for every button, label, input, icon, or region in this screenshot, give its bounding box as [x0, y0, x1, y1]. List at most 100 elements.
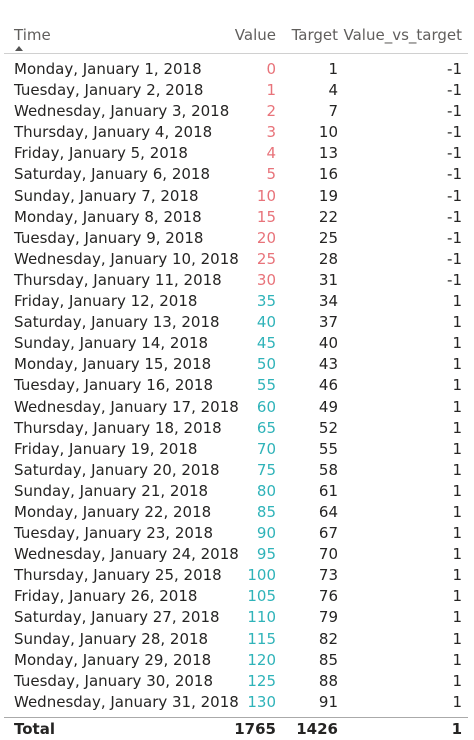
table-row: Friday, January 12, 2018 35 34 1 [4, 291, 468, 312]
column-header-value-vs-target[interactable]: Value_vs_target [343, 26, 463, 44]
cell-value: 120 [247, 650, 276, 669]
table-row: Thursday, January 25, 2018 100 73 1 [4, 565, 468, 586]
table-row: Sunday, January 7, 2018 10 19 -1 [4, 186, 468, 207]
cell-value: 40 [256, 313, 276, 332]
table-row: Tuesday, January 2, 2018 1 4 -1 [4, 80, 468, 101]
cell-target: 25 [318, 228, 338, 247]
cell-value-vs-target: -1 [447, 102, 462, 121]
cell-value-vs-target: -1 [447, 81, 462, 100]
cell-time: Sunday, January 21, 2018 [14, 481, 209, 500]
column-header-time[interactable]: Time [14, 26, 51, 44]
cell-value: 80 [256, 481, 276, 500]
table-row: Monday, January 1, 2018 0 1 -1 [4, 59, 468, 80]
table-row: Sunday, January 28, 2018 115 82 1 [4, 629, 468, 650]
cell-value-vs-target: 1 [452, 481, 462, 500]
cell-time: Saturday, January 20, 2018 [14, 460, 220, 479]
table-row: Friday, January 26, 2018 105 76 1 [4, 586, 468, 607]
cell-time: Wednesday, January 31, 2018 [14, 692, 239, 711]
cell-value: 105 [247, 587, 276, 606]
cell-value-vs-target: 1 [452, 376, 462, 395]
cell-value-vs-target: 1 [452, 671, 462, 690]
cell-value-vs-target: -1 [447, 123, 462, 142]
sort-ascending-icon[interactable] [15, 46, 23, 51]
cell-value: 45 [256, 334, 276, 353]
cell-time: Tuesday, January 2, 2018 [14, 81, 204, 100]
cell-value: 25 [256, 249, 276, 268]
cell-target: 22 [318, 207, 338, 226]
column-header-value[interactable]: Value [234, 26, 276, 44]
cell-target: 31 [318, 270, 338, 289]
cell-target: 55 [318, 439, 338, 458]
cell-target: 43 [318, 355, 338, 374]
column-header-target[interactable]: Target [291, 26, 338, 44]
cell-target: 79 [318, 608, 338, 627]
cell-value: 115 [247, 629, 276, 648]
cell-target: 28 [318, 249, 338, 268]
cell-target: 49 [318, 397, 338, 416]
cell-value: 70 [256, 439, 276, 458]
cell-target: 76 [318, 587, 338, 606]
cell-target: 73 [318, 566, 338, 585]
cell-value: 55 [256, 376, 276, 395]
table-row: Friday, January 5, 2018 4 13 -1 [4, 143, 468, 164]
cell-time: Friday, January 26, 2018 [14, 587, 198, 606]
cell-time: Sunday, January 28, 2018 [14, 629, 209, 648]
total-label: Total [14, 719, 55, 738]
cell-value-vs-target: 1 [452, 524, 462, 543]
cell-time: Sunday, January 14, 2018 [14, 334, 209, 353]
table-body: Monday, January 1, 2018 0 1 -1 Tuesday, Janu… [4, 54, 468, 713]
cell-time: Monday, January 29, 2018 [14, 650, 212, 669]
table-header: Time Value Target Value_vs_target [4, 20, 468, 54]
cell-value-vs-target: -1 [447, 249, 462, 268]
cell-time: Tuesday, January 30, 2018 [14, 671, 213, 690]
cell-time: Tuesday, January 9, 2018 [14, 228, 204, 247]
cell-value: 0 [266, 60, 276, 78]
cell-value: 95 [256, 545, 276, 564]
cell-time: Wednesday, January 3, 2018 [14, 102, 230, 121]
cell-value-vs-target: 1 [452, 545, 462, 564]
cell-target: 91 [318, 692, 338, 711]
total-value: 1765 [234, 719, 276, 738]
cell-time: Wednesday, January 10, 2018 [14, 249, 239, 268]
cell-value-vs-target: 1 [452, 397, 462, 416]
cell-value-vs-target: 1 [452, 692, 462, 711]
cell-value: 75 [256, 460, 276, 479]
cell-target: 4 [328, 81, 338, 100]
cell-target: 64 [318, 502, 338, 521]
cell-value: 4 [266, 144, 276, 163]
cell-value: 65 [256, 418, 276, 437]
total-value-vs-target: 1 [451, 719, 462, 738]
cell-value-vs-target: 1 [452, 566, 462, 585]
table-row: Wednesday, January 3, 2018 2 7 -1 [4, 101, 468, 122]
cell-value-vs-target: 1 [452, 418, 462, 437]
cell-value-vs-target: -1 [447, 186, 462, 205]
cell-target: 1 [328, 60, 338, 78]
cell-value: 85 [256, 502, 276, 521]
cell-time: Friday, January 12, 2018 [14, 292, 198, 311]
cell-time: Tuesday, January 23, 2018 [14, 524, 213, 543]
cell-target: 70 [318, 545, 338, 564]
cell-value: 20 [256, 228, 276, 247]
cell-value-vs-target: 1 [452, 629, 462, 648]
cell-value: 35 [256, 292, 276, 311]
table-row: Friday, January 19, 2018 70 55 1 [4, 439, 468, 460]
table-row: Tuesday, January 16, 2018 55 46 1 [4, 375, 468, 396]
cell-value-vs-target: 1 [452, 502, 462, 521]
cell-value-vs-target: 1 [452, 355, 462, 374]
cell-target: 61 [318, 481, 338, 500]
cell-value-vs-target: 1 [452, 292, 462, 311]
cell-value-vs-target: -1 [447, 60, 462, 78]
cell-value-vs-target: 1 [452, 608, 462, 627]
cell-value: 100 [247, 566, 276, 585]
table-row: Thursday, January 18, 2018 65 52 1 [4, 418, 468, 439]
cell-value-vs-target: 1 [452, 460, 462, 479]
table-row: Thursday, January 4, 2018 3 10 -1 [4, 122, 468, 143]
cell-value-vs-target: 1 [452, 313, 462, 332]
cell-target: 40 [318, 334, 338, 353]
cell-time: Friday, January 19, 2018 [14, 439, 198, 458]
cell-target: 34 [318, 292, 338, 311]
table-row: Tuesday, January 9, 2018 20 25 -1 [4, 228, 468, 249]
cell-value: 110 [247, 608, 276, 627]
cell-value-vs-target: -1 [447, 144, 462, 163]
cell-value: 2 [266, 102, 276, 121]
